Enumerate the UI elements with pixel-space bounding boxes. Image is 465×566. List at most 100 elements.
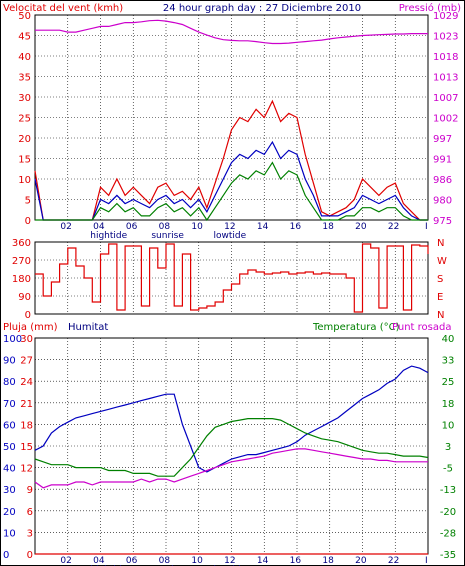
event-label: hightide <box>90 231 127 241</box>
compass-label: S <box>437 274 443 285</box>
direction-tick-label: 270 <box>12 256 31 267</box>
hour-tick-label: 06 <box>126 222 138 232</box>
rain-humidity-temp-series <box>34 365 429 555</box>
humidity-title: Humitat <box>68 322 108 333</box>
event-label: lowtide <box>214 231 247 241</box>
hour-tick-label: 22 <box>388 222 399 232</box>
direction-tick-label: 0 <box>25 310 31 321</box>
humidity-tick-label: 90 <box>3 356 16 367</box>
temperature-tick-label: 25 <box>442 377 455 388</box>
rain-tick-label: 0 <box>27 550 33 561</box>
pressure-tick-label: 1013 <box>433 73 458 84</box>
hour-tick-label: 08 <box>159 556 171 566</box>
rain-tick-label: 30 <box>20 334 33 345</box>
series-wind-gust <box>34 99 428 221</box>
compass-label: N <box>437 238 444 249</box>
humidity-tick-label: 10 <box>3 528 16 539</box>
hour-tick-label: 12 <box>224 556 235 566</box>
rain-tick-label: 9 <box>27 485 33 496</box>
hour-tick-label: 16 <box>290 556 302 566</box>
rain-title: Pluja (mm) <box>3 322 58 333</box>
pressure-tick-label: 1002 <box>433 114 458 125</box>
direction-axis-labels: 0 90 180 270 360 <box>12 238 31 321</box>
temperature-title: Temperatura (°C) <box>312 322 400 333</box>
temperature-tick-label: -28 <box>440 528 456 539</box>
rain-tick-label: 12 <box>20 464 33 475</box>
hour-tick-label: 12 <box>224 222 235 232</box>
temperature-tick-label: 3 <box>445 442 451 453</box>
pressure-tick-label: 1018 <box>433 52 458 63</box>
hour-tick-label: 06 <box>126 556 138 566</box>
temperature-tick-label: -13 <box>440 485 456 496</box>
hour-tick-label: 20 <box>355 222 367 232</box>
hour-tick-label: 22 <box>388 556 399 566</box>
pressure-tick-label: 1023 <box>433 32 458 43</box>
compass-label: W <box>437 256 447 267</box>
hour-tick-label: 02 <box>60 222 71 232</box>
pressure-tick-label: 975 <box>433 216 452 227</box>
wind-speed-axis-labels: 0 5 10 15 20 25 30 35 40 45 50 <box>18 11 31 227</box>
temperature-tick-label: -5 <box>443 464 453 475</box>
pressure-tick-label: 1029 <box>433 11 458 22</box>
pressure-tick-label: 997 <box>433 134 452 145</box>
wind-pressure-series <box>34 19 428 222</box>
humidity-tick-label: 60 <box>3 420 16 431</box>
hour-tick-label: 08 <box>159 222 171 232</box>
rain-tick-label: 18 <box>20 420 33 431</box>
hour-tick-label: 16 <box>290 222 302 232</box>
hour-tick-label: 04 <box>93 222 105 232</box>
pressure-title: Pressió (mb) <box>399 2 461 14</box>
humidity-axis-labels: 0 10 20 30 40 50 60 70 80 90 100 <box>3 334 22 561</box>
wind-tick-label: 5 <box>25 196 31 207</box>
series-wind-speed <box>34 140 428 221</box>
wind-tick-label: 20 <box>18 134 31 145</box>
wind-tick-label: 30 <box>18 93 31 104</box>
wind-speed-title: Velocitat del vent (kmh) <box>3 3 123 14</box>
series-humidity <box>34 365 429 473</box>
humidity-tick-label: 30 <box>3 485 16 496</box>
rain-humidity-temp-gridlines <box>35 338 428 554</box>
wind-tick-label: 45 <box>18 32 31 43</box>
hour-tick-label: 04 <box>93 556 105 566</box>
temperature-tick-label: 40 <box>442 334 455 345</box>
rain-tick-label: 15 <box>20 442 33 453</box>
hour-tick-label: 18 <box>322 556 334 566</box>
humidity-tick-label: 20 <box>3 507 16 518</box>
pressure-tick-label: 991 <box>433 155 452 166</box>
direction-series <box>35 243 429 313</box>
dewpoint-title: Punt rosada <box>392 322 451 333</box>
temperature-tick-label: -20 <box>440 507 456 518</box>
wind-tick-label: 0 <box>25 216 31 227</box>
direction-tick-label: 360 <box>12 238 31 249</box>
rain-tick-label: 21 <box>20 399 33 410</box>
humidity-tick-label: 0 <box>3 550 9 561</box>
hour-tick-label: 14 <box>257 556 269 566</box>
direction-tick-label: 90 <box>18 292 31 303</box>
rain-axis-labels: 0 3 6 9 12 15 18 21 24 27 30 <box>20 334 33 561</box>
temperature-tick-label: -35 <box>440 550 456 561</box>
series-dew-point <box>34 448 428 489</box>
pressure-tick-label: 986 <box>433 175 452 186</box>
wind-tick-label: 40 <box>18 52 31 63</box>
series-temperature <box>34 418 429 477</box>
compass-label: E <box>437 292 443 303</box>
pressure-axis-labels: 975 980 986 991 997 1002 1007 1013 1018 1023 1029 <box>433 11 458 227</box>
temperature-tick-label: 33 <box>442 356 455 367</box>
wind-tick-label: 10 <box>18 175 31 186</box>
pressure-tick-label: 1007 <box>433 93 458 104</box>
series-pressure <box>35 19 428 45</box>
series-wind-minimum <box>35 161 428 222</box>
hour-tick-label: 20 <box>355 556 367 566</box>
hour-tick-label: I <box>425 556 428 566</box>
wind-tick-label: 25 <box>18 114 31 125</box>
compass-label: N <box>437 310 444 321</box>
rain-tick-label: 24 <box>20 377 33 388</box>
hour-tick-label: 14 <box>257 222 269 232</box>
humidity-tick-label: 80 <box>3 377 16 388</box>
humidity-tick-label: 70 <box>3 399 16 410</box>
humidity-tick-label: 100 <box>3 334 22 345</box>
wind-tick-label: 15 <box>18 155 31 166</box>
